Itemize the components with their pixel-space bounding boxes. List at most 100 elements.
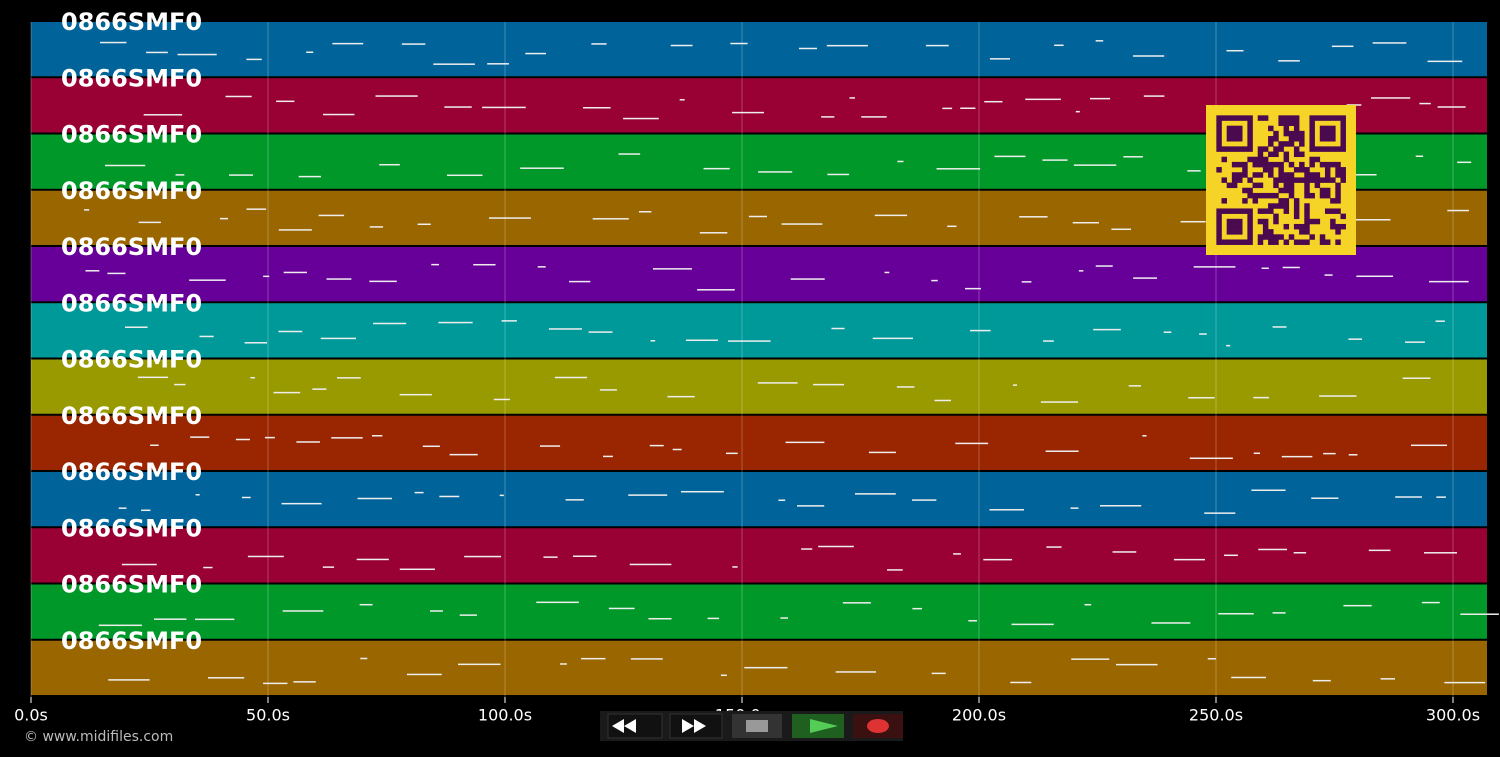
qr-cell	[1268, 125, 1274, 132]
note	[121, 563, 157, 566]
qr-cell	[1257, 182, 1264, 189]
note	[707, 617, 720, 620]
note	[813, 383, 845, 386]
play-button[interactable]	[792, 714, 844, 738]
qr-cell	[1278, 203, 1284, 209]
note	[608, 607, 635, 610]
copyright: © www.midifiles.com	[24, 729, 173, 745]
qr-cell	[1340, 130, 1346, 137]
qr-cell	[1309, 115, 1315, 121]
note	[931, 672, 946, 675]
qr-cell	[1299, 136, 1305, 142]
qr-cell	[1283, 130, 1290, 137]
qr-cell	[1309, 172, 1315, 178]
qr-cell	[1304, 208, 1310, 214]
forward-button[interactable]	[669, 713, 723, 739]
qr-cell	[1293, 198, 1300, 204]
qr-cell	[1319, 192, 1326, 199]
qr-cell	[1319, 239, 1326, 245]
qr-cell	[1273, 146, 1279, 152]
qr-cell	[1216, 141, 1222, 147]
note	[153, 618, 187, 620]
note	[989, 509, 1024, 511]
qr-cell	[1314, 156, 1321, 163]
qr-cell	[1304, 187, 1310, 194]
qr-cell	[1216, 239, 1222, 245]
note	[371, 435, 383, 437]
note	[968, 620, 978, 622]
qr-cell	[1247, 223, 1253, 230]
qr-cell	[1257, 218, 1264, 225]
qr-cell	[1283, 120, 1290, 126]
rewind-button[interactable]	[607, 713, 663, 739]
qr-cell	[1268, 234, 1274, 240]
qr-cell	[1231, 208, 1238, 214]
qr-cell	[1226, 218, 1233, 225]
note	[246, 208, 267, 210]
track-label: 0866SMF0	[61, 64, 202, 92]
qr-cell	[1278, 187, 1284, 194]
qr-cell	[1314, 218, 1321, 225]
note	[1405, 341, 1425, 343]
qr-cell	[1226, 136, 1233, 142]
note	[581, 657, 606, 660]
note	[703, 167, 730, 170]
note	[1180, 220, 1206, 223]
note	[994, 155, 1026, 158]
note	[790, 278, 825, 280]
qr-cell	[1283, 156, 1290, 163]
qr-cell	[1268, 208, 1274, 214]
note	[1402, 377, 1431, 379]
note	[798, 47, 818, 50]
qr-cell	[1216, 234, 1222, 240]
qr-cell	[1231, 223, 1238, 230]
note	[246, 58, 262, 61]
qr-cell	[1324, 125, 1331, 132]
note	[725, 452, 738, 455]
note	[672, 448, 682, 451]
note	[1218, 612, 1254, 615]
note	[1435, 320, 1445, 322]
qr-cell	[1273, 151, 1279, 158]
qr-cell	[1330, 208, 1336, 214]
qr-cell	[1257, 208, 1264, 214]
note	[1253, 396, 1270, 399]
qr-cell	[1247, 208, 1253, 214]
qr-cell	[1268, 172, 1274, 178]
note	[1224, 554, 1238, 557]
qr-cell	[1231, 177, 1238, 183]
qr-cell	[1247, 177, 1253, 183]
qr-cell	[1273, 161, 1279, 168]
qr-cell	[1268, 167, 1274, 173]
track-band	[31, 584, 1487, 639]
qr-cell	[1288, 172, 1295, 178]
qr-cell	[1314, 182, 1321, 189]
note	[744, 666, 788, 669]
qr-cell	[1216, 218, 1222, 225]
record-button[interactable]	[853, 714, 903, 738]
note	[482, 106, 526, 109]
note	[375, 95, 418, 97]
qr-cell	[1216, 146, 1222, 152]
qr-cell	[1288, 161, 1295, 168]
note	[417, 223, 431, 226]
qr-cell	[1268, 141, 1274, 147]
note	[108, 679, 150, 681]
qr-cell	[1231, 125, 1238, 132]
qr-cell	[1221, 198, 1227, 204]
qr-cell	[1340, 115, 1346, 121]
note	[406, 673, 442, 676]
qr-cell	[1293, 177, 1300, 183]
note	[175, 174, 185, 176]
qr-cell	[1257, 151, 1264, 158]
qr-cell	[1242, 115, 1248, 121]
note	[1429, 280, 1469, 283]
note	[1189, 457, 1233, 460]
note	[1272, 326, 1287, 328]
qr-cell	[1309, 125, 1315, 132]
stop-button[interactable]	[732, 714, 782, 738]
qr-cell	[1268, 151, 1274, 158]
note	[720, 674, 727, 677]
qr-cell	[1262, 192, 1269, 199]
qr-cell	[1304, 177, 1310, 183]
